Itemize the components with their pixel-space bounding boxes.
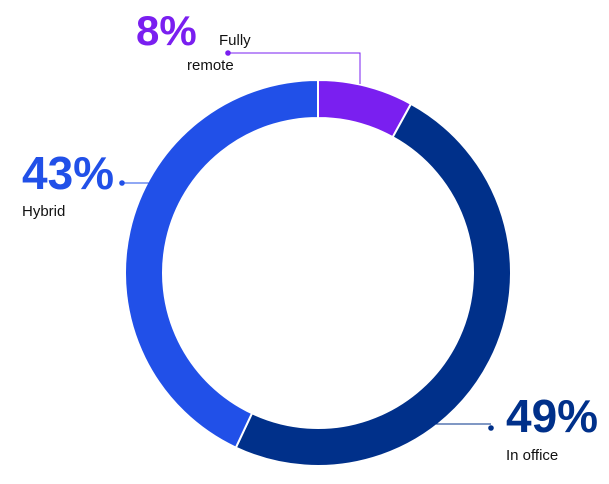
leader-dot-fully-remote [225, 50, 231, 56]
value-label-hybrid: 43% [22, 147, 114, 199]
leader-dot-in-office [488, 425, 494, 431]
leader-line-fully-remote [228, 52, 361, 84]
annotation-hybrid: 43% Hybrid [22, 147, 150, 220]
slices-group [124, 78, 512, 467]
annotation-fully-remote: 8% Fully remote [136, 7, 361, 84]
slice-in-office [234, 102, 512, 467]
value-label-fully-remote: 8% [136, 7, 197, 54]
slice-hybrid [124, 78, 319, 449]
category-label-hybrid: Hybrid [22, 203, 65, 220]
annotation-in-office: 49% In office [410, 390, 598, 464]
category-label-fully-remote-line1: Fully [219, 32, 251, 49]
category-label-in-office: In office [506, 447, 558, 464]
value-label-in-office: 49% [506, 390, 598, 442]
leader-dot-hybrid [119, 180, 125, 186]
category-label-fully-remote-line2: remote [187, 57, 234, 74]
